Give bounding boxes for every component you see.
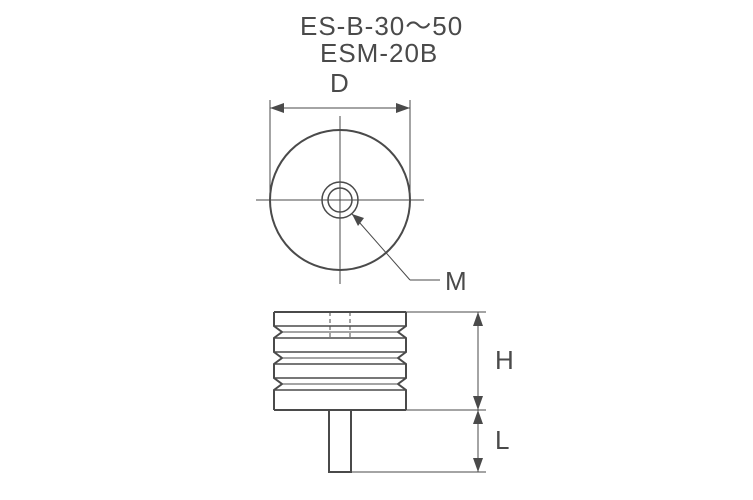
h-arrow-top — [473, 312, 483, 326]
l-arrow-bot — [473, 458, 483, 472]
shaft — [329, 410, 351, 472]
l-arrow-top — [473, 410, 483, 424]
d-arrow-left — [270, 103, 284, 113]
drawing-svg — [0, 0, 753, 500]
side-view — [274, 312, 486, 472]
m-leader-arrow — [352, 214, 364, 226]
top-view — [256, 100, 440, 284]
h-arrow-bot — [473, 396, 483, 410]
d-arrow-right — [396, 103, 410, 113]
m-leader-diag — [352, 214, 410, 280]
